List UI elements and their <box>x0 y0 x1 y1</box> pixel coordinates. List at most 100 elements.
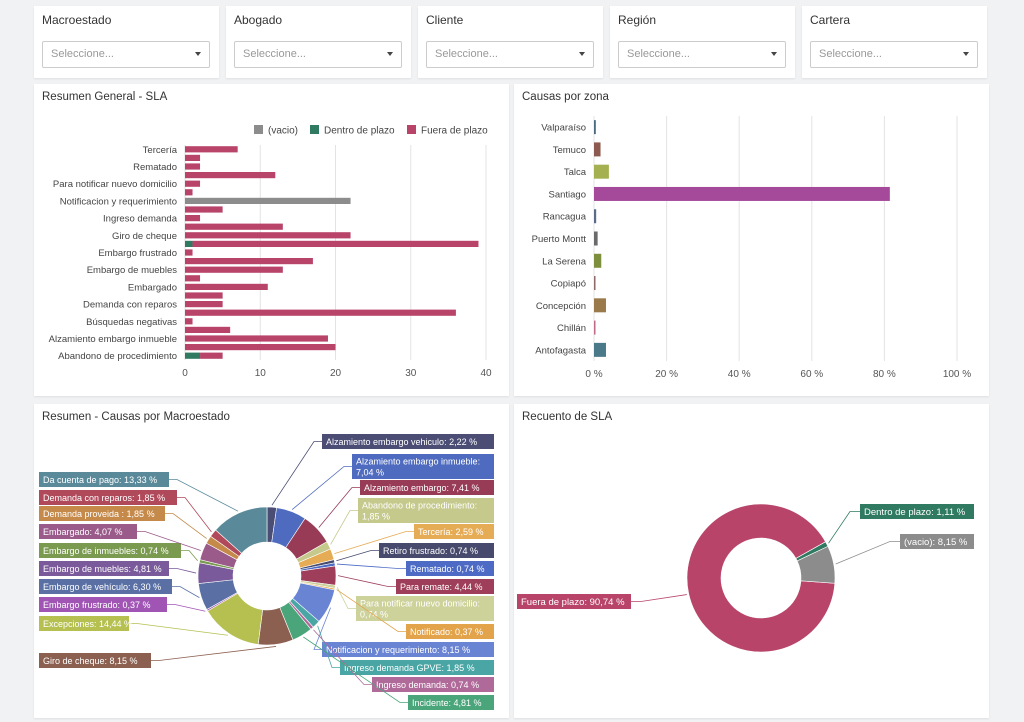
donut-slice <box>215 506 268 554</box>
category-label: Chillán <box>557 323 586 334</box>
leader-line <box>291 466 352 510</box>
filter-macroestado: Macroestado Seleccione... <box>34 6 219 78</box>
slice-label: Retiro frustrado: 0,74 % <box>383 546 478 556</box>
cartera-select[interactable]: Seleccione... <box>810 41 978 68</box>
slice-label: Embargo de inmuebles: 0,74 % <box>43 546 169 556</box>
select-placeholder: Seleccione... <box>819 48 882 60</box>
x-tick-label: 20 % <box>655 369 678 380</box>
count-panel: Recuento de SLA Fuera de plazo: 90,74 % D… <box>514 404 989 718</box>
category-label: Para notificar nuevo domicilio <box>53 179 177 190</box>
bar <box>185 215 201 222</box>
slice-label-box <box>39 653 151 668</box>
slice-label-box <box>358 498 494 523</box>
bar <box>185 154 201 161</box>
zones-bar-chart: 0 % 20 % 40 % 60 % 80 % 100 % Valparaíso Temuco… <box>532 116 971 380</box>
x-tick-label: 30 <box>405 368 417 379</box>
slice-label: Tercería: 2,59 % <box>418 527 484 537</box>
slice-label-box <box>322 434 494 449</box>
slice-label-box <box>517 594 631 609</box>
bar <box>185 146 238 153</box>
x-tick-label: 10 <box>255 368 267 379</box>
donut-slice <box>686 503 836 653</box>
leader-line <box>313 629 372 685</box>
slice-label-box <box>39 543 181 558</box>
slice-label: Alzamiento embargo vehiculo: 2,22 % <box>326 437 477 447</box>
category-label: Embargado <box>128 282 177 293</box>
macroestado-select[interactable]: Seleccione... <box>42 41 210 68</box>
bar <box>594 276 596 291</box>
slice-label: Alzamiento embargo inmueble: <box>356 457 480 467</box>
slice-label: Embargo frustrado: 0,37 % <box>43 600 151 610</box>
slice-label-box <box>39 506 165 521</box>
leader-line <box>828 511 860 544</box>
slice-label: Demanda proveida : 1,85 % <box>43 509 155 519</box>
donut-slice <box>796 546 836 584</box>
bar <box>185 223 283 230</box>
caret-down-icon <box>579 52 585 56</box>
x-tick-label: 80 % <box>873 369 896 380</box>
slice-label: Excepciones: 14,44 % <box>43 619 132 629</box>
bar <box>594 231 598 246</box>
abogado-select[interactable]: Seleccione... <box>234 41 402 68</box>
macro-donut-chart: Alzamiento embargo vehiculo: 2,22 % Alzam… <box>39 434 494 710</box>
category-label: Rematado <box>133 162 177 173</box>
slice-label: Para notificar nuevo domicilio: <box>360 599 480 609</box>
slice-label: 1,85 % <box>362 512 390 522</box>
category-label: Giro de cheque <box>112 231 177 242</box>
slice-label: Rematado: 0,74 % <box>410 564 485 574</box>
category-label: Talca <box>564 167 587 178</box>
bar <box>185 266 283 273</box>
filter-label: Abogado <box>234 13 283 27</box>
select-placeholder: Seleccione... <box>243 48 306 60</box>
category-label: Demanda con reparos <box>83 300 177 311</box>
filter-cliente: Cliente Seleccione... <box>418 6 603 78</box>
select-placeholder: Seleccione... <box>435 48 498 60</box>
legend-label: (vacio) <box>268 126 298 137</box>
bar <box>594 186 890 201</box>
slice-label: Demanda con reparos: 1,85 % <box>43 493 165 503</box>
slice-label-box <box>900 534 974 549</box>
bar <box>192 240 479 247</box>
panel-title: Causas por zona <box>522 91 609 103</box>
leader-line <box>177 497 212 533</box>
leader-line <box>303 636 408 703</box>
bar <box>185 249 193 256</box>
bar <box>200 352 223 359</box>
legend-label: Fuera de plazo <box>421 126 488 137</box>
slice-label: Da cuenta de pago: 13,33 % <box>43 475 157 485</box>
slice-label-box <box>39 597 167 612</box>
bar <box>185 232 351 239</box>
x-tick-label: 0 % <box>585 369 602 380</box>
category-label: Alzamiento embargo inmueble <box>49 334 177 345</box>
panel-title: Recuento de SLA <box>522 411 613 423</box>
caret-down-icon <box>195 52 201 56</box>
bar <box>594 298 606 313</box>
bar <box>594 342 606 357</box>
slice-label: 0,74 % <box>360 610 388 620</box>
slice-label: Embargo de vehículo: 6,30 % <box>43 582 161 592</box>
category-label: Notificacion y requerimiento <box>60 196 177 207</box>
x-tick-label: 0 <box>182 368 188 379</box>
region-select[interactable]: Seleccione... <box>618 41 786 68</box>
slice-label-box <box>322 642 494 657</box>
cliente-select[interactable]: Seleccione... <box>426 41 594 68</box>
slice-label-box <box>379 543 494 558</box>
bar <box>594 120 596 135</box>
category-label: Concepción <box>536 301 586 312</box>
bar <box>185 189 193 196</box>
legend-swatch <box>310 125 319 134</box>
category-label: Puerto Montt <box>532 234 587 245</box>
caret-down-icon <box>771 52 777 56</box>
leader-line <box>167 604 206 612</box>
slice-label: Incidente: 4,81 % <box>412 698 482 708</box>
leader-line <box>172 586 200 598</box>
leader-line <box>165 513 207 539</box>
slice-label: Notificado: 0,37 % <box>410 627 483 637</box>
leader-line <box>169 479 239 512</box>
category-label: Rancagua <box>543 212 587 223</box>
leader-line <box>318 487 360 528</box>
slice-label-box <box>39 472 169 487</box>
bar <box>185 326 231 333</box>
filter-label: Macroestado <box>42 13 112 27</box>
sla-summary-panel: Resumen General - SLA 0 10 20 30 40 (vacio) De… <box>34 84 509 396</box>
